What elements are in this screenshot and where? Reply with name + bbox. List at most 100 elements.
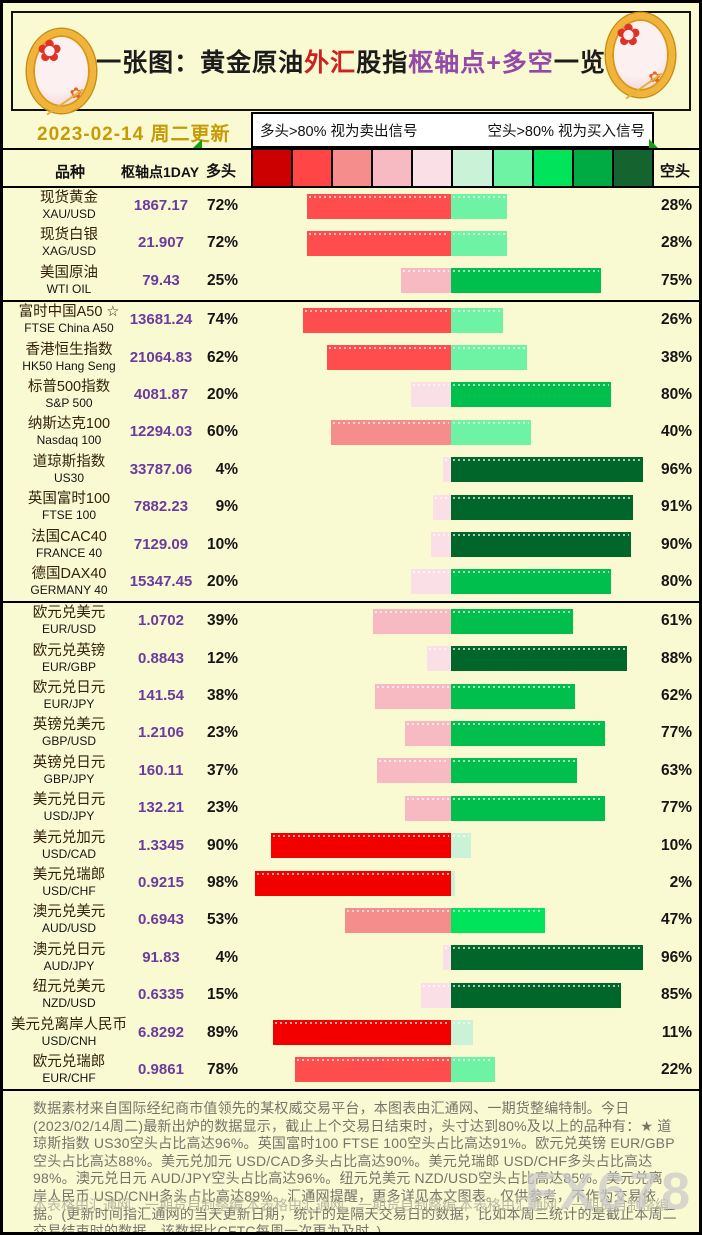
disclaimer-text: 数据素材来自国际经纪商市值领先的某权威交易平台，本图表由汇通网、一期货整编特制。… <box>33 1100 677 1235</box>
signal-legend: 多头>80% 视为卖出信号 空头>80% 视为买入信号 <box>251 112 654 148</box>
pivot-value: 7129.09 <box>133 535 189 553</box>
short-bar <box>451 457 643 483</box>
sub-header: 2023-02-14 周二更新 多头>80% 视为卖出信号 空头>80% 视为买… <box>3 111 699 148</box>
long-signal-note: 多头>80% 视为卖出信号 <box>260 123 418 140</box>
instrument-code: GBP/USD <box>41 734 96 749</box>
pivot-value: 21064.83 <box>129 348 193 366</box>
pivot-value: 91.83 <box>142 948 180 966</box>
short-bar <box>451 683 575 709</box>
instrument-code: USD/CAD <box>41 846 96 861</box>
instrument-code: XAG/USD <box>41 244 96 259</box>
sentiment-bar <box>251 494 651 520</box>
short-percent: 38% <box>660 348 692 366</box>
instrument-label: 纳斯达克100 Nasdaq 100 <box>7 416 131 447</box>
short-percent: 75% <box>660 271 692 289</box>
instrument-label: 欧元兑瑞郎 EUR/CHF <box>7 1054 131 1085</box>
pivot-value: 160.11 <box>138 761 184 779</box>
plum-blossom-icon: ✿ <box>37 35 63 68</box>
short-bar <box>451 646 627 672</box>
long-percent: 4% <box>215 948 238 966</box>
table-row: 德国DAX40 GERMANY 40 15347.45 20% 80% <box>3 564 699 601</box>
long-percent: 15% <box>206 986 238 1004</box>
long-bar <box>427 646 451 672</box>
color-scale <box>251 150 654 186</box>
long-bar <box>421 982 451 1008</box>
table-row: 现货黄金 XAU/USD 1867.17 72% 28% <box>3 188 699 225</box>
short-bar <box>451 193 507 219</box>
instrument-name-cn: 法国CAC40 <box>31 528 107 545</box>
instrument-name-cn: 纳斯达克100 <box>27 416 111 433</box>
sentiment-bar <box>251 758 651 784</box>
table-row: 美元兑瑞郎 USD/CHF 0.9215 98% 2% <box>3 865 699 902</box>
table-row: 道琼斯指数 US30 33787.06 4% 96% <box>3 452 699 489</box>
scale-cell <box>333 150 374 186</box>
long-percent: 20% <box>206 385 238 403</box>
sentiment-bar <box>251 1020 651 1046</box>
short-bar <box>451 532 631 558</box>
short-bar <box>451 307 503 333</box>
long-bar <box>433 494 451 520</box>
sentiment-bar <box>251 870 651 896</box>
pivot-value: 21.907 <box>138 234 184 252</box>
instrument-name-cn: 美元兑离岸人民币 <box>11 1016 127 1033</box>
instrument-code: AUD/USD <box>41 921 96 936</box>
table-row: 欧元兑美元 EUR/USD 1.0702 39% 61% <box>3 603 699 640</box>
sentiment-bar <box>251 230 651 256</box>
instrument-code: WTI OIL <box>46 281 92 296</box>
sentiment-bar <box>251 382 651 408</box>
scale-cell <box>413 150 454 186</box>
long-bar <box>431 532 451 558</box>
title-segment: 外汇 <box>304 49 357 77</box>
short-bar <box>451 419 531 445</box>
instrument-label: 欧元兑英镑 EUR/GBP <box>7 643 131 674</box>
instrument-label: 英国富时100 FTSE 100 <box>7 491 131 522</box>
long-percent: 89% <box>206 1023 238 1041</box>
short-bar <box>451 569 611 595</box>
column-header-variety: 品种 <box>55 164 86 181</box>
short-percent: 63% <box>660 761 692 779</box>
short-percent: 61% <box>660 612 692 630</box>
instrument-name-cn: 富时中国A50 ☆ <box>18 304 120 321</box>
long-bar <box>255 870 451 896</box>
instrument-code: EUR/USD <box>41 622 96 637</box>
instrument-code: S&P 500 <box>45 395 93 410</box>
sentiment-bar <box>251 569 651 595</box>
instrument-label: 澳元兑美元 AUD/USD <box>7 904 131 935</box>
sentiment-bar <box>251 833 651 859</box>
pivot-value: 141.54 <box>138 687 184 705</box>
instrument-code: FTSE China A50 <box>24 321 114 336</box>
scale-cell <box>453 150 494 186</box>
long-bar <box>401 268 451 294</box>
instrument-label: 富时中国A50 ☆ FTSE China A50 <box>7 304 131 335</box>
instrument-name-cn: 欧元兑瑞郎 <box>32 1053 106 1070</box>
short-bar <box>451 382 611 408</box>
page-title: 一张图：黄金原油外汇股指枢轴点+多空一览 <box>96 43 606 79</box>
sentiment-bar <box>251 307 651 333</box>
table-row: 英国富时100 FTSE 100 7882.23 9% 91% <box>3 489 699 526</box>
table-row: 欧元兑日元 EUR/JPY 141.54 38% 62% <box>3 678 699 715</box>
short-percent: 28% <box>660 234 692 252</box>
instrument-name-cn: 香港恒生指数 <box>25 341 113 358</box>
instrument-label: 美元兑瑞郎 USD/CHF <box>7 867 131 898</box>
instrument-name-cn: 美元兑日元 <box>32 792 106 809</box>
scale-cell <box>493 150 534 186</box>
instrument-label: 欧元兑日元 EUR/JPY <box>7 680 131 711</box>
short-bar <box>451 494 633 520</box>
instrument-name-cn: 美元兑瑞郎 <box>32 867 106 884</box>
sentiment-bar <box>251 532 651 558</box>
instrument-name-cn: 欧元兑日元 <box>32 680 106 697</box>
update-date: 2023-02-14 周二更新 <box>37 124 231 145</box>
table-row: 欧元兑瑞郎 EUR/CHF 0.9861 78% 22% <box>3 1052 699 1089</box>
long-bar <box>327 345 451 371</box>
scale-cell <box>573 150 614 186</box>
instrument-name-cn: 英镑兑美元 <box>32 717 106 734</box>
instrument-name-cn: 美国原油 <box>40 264 98 281</box>
long-percent: 60% <box>206 423 238 441</box>
table-row: 美元兑加元 USD/CAD 1.3345 90% 10% <box>3 828 699 865</box>
short-percent: 40% <box>660 423 692 441</box>
instrument-label: 纽元兑美元 NZD/USD <box>7 979 131 1010</box>
long-percent: 39% <box>206 612 238 630</box>
sentiment-bar <box>251 345 651 371</box>
instrument-label: 英镑兑美元 GBP/USD <box>7 717 131 748</box>
instrument-name-cn: 现货白银 <box>40 227 98 244</box>
